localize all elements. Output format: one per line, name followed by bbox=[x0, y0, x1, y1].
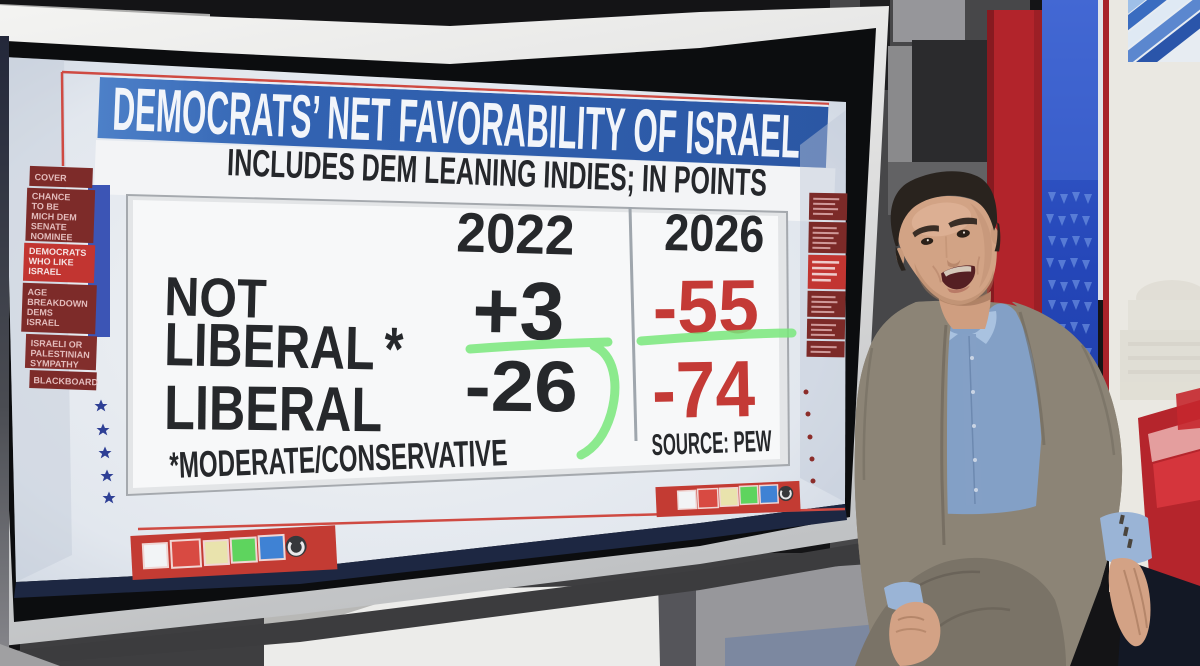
svg-text:BLACKBOARD: BLACKBOARD bbox=[33, 375, 98, 387]
svg-text:LIBERAL *: LIBERAL * bbox=[164, 310, 405, 383]
svg-text:PALESTINIAN: PALESTINIAN bbox=[30, 348, 90, 360]
svg-text:SYMPATHY: SYMPATHY bbox=[30, 358, 79, 370]
svg-text:MICH DEM: MICH DEM bbox=[31, 211, 77, 223]
svg-text:NOT: NOT bbox=[164, 265, 268, 330]
svg-text:DEMOCRATS: DEMOCRATS bbox=[29, 246, 87, 258]
svg-text:DEMS: DEMS bbox=[27, 307, 53, 318]
svg-text:ISRAELI OR: ISRAELI OR bbox=[31, 338, 83, 350]
svg-text:ISRAEL: ISRAEL bbox=[26, 317, 60, 328]
svg-text:SENATE: SENATE bbox=[31, 221, 67, 232]
svg-text:-26: -26 bbox=[464, 347, 578, 428]
svg-text:CHANCE: CHANCE bbox=[32, 191, 71, 202]
svg-text:NOMINEE: NOMINEE bbox=[30, 231, 72, 242]
svg-text:ISRAEL: ISRAEL bbox=[28, 266, 62, 277]
svg-text:2022: 2022 bbox=[456, 200, 576, 266]
svg-text:WHO LIKE: WHO LIKE bbox=[28, 256, 73, 268]
svg-text:2026: 2026 bbox=[664, 204, 765, 264]
svg-text:SOURCE: PEW: SOURCE: PEW bbox=[651, 425, 772, 462]
svg-text:AGE: AGE bbox=[27, 287, 47, 298]
svg-text:TO BE: TO BE bbox=[31, 201, 59, 212]
svg-text:-74: -74 bbox=[651, 344, 756, 435]
svg-text:BREAKDOWN: BREAKDOWN bbox=[27, 297, 88, 309]
svg-text:LIBERAL: LIBERAL bbox=[164, 373, 383, 445]
svg-text:COVER: COVER bbox=[34, 172, 67, 183]
